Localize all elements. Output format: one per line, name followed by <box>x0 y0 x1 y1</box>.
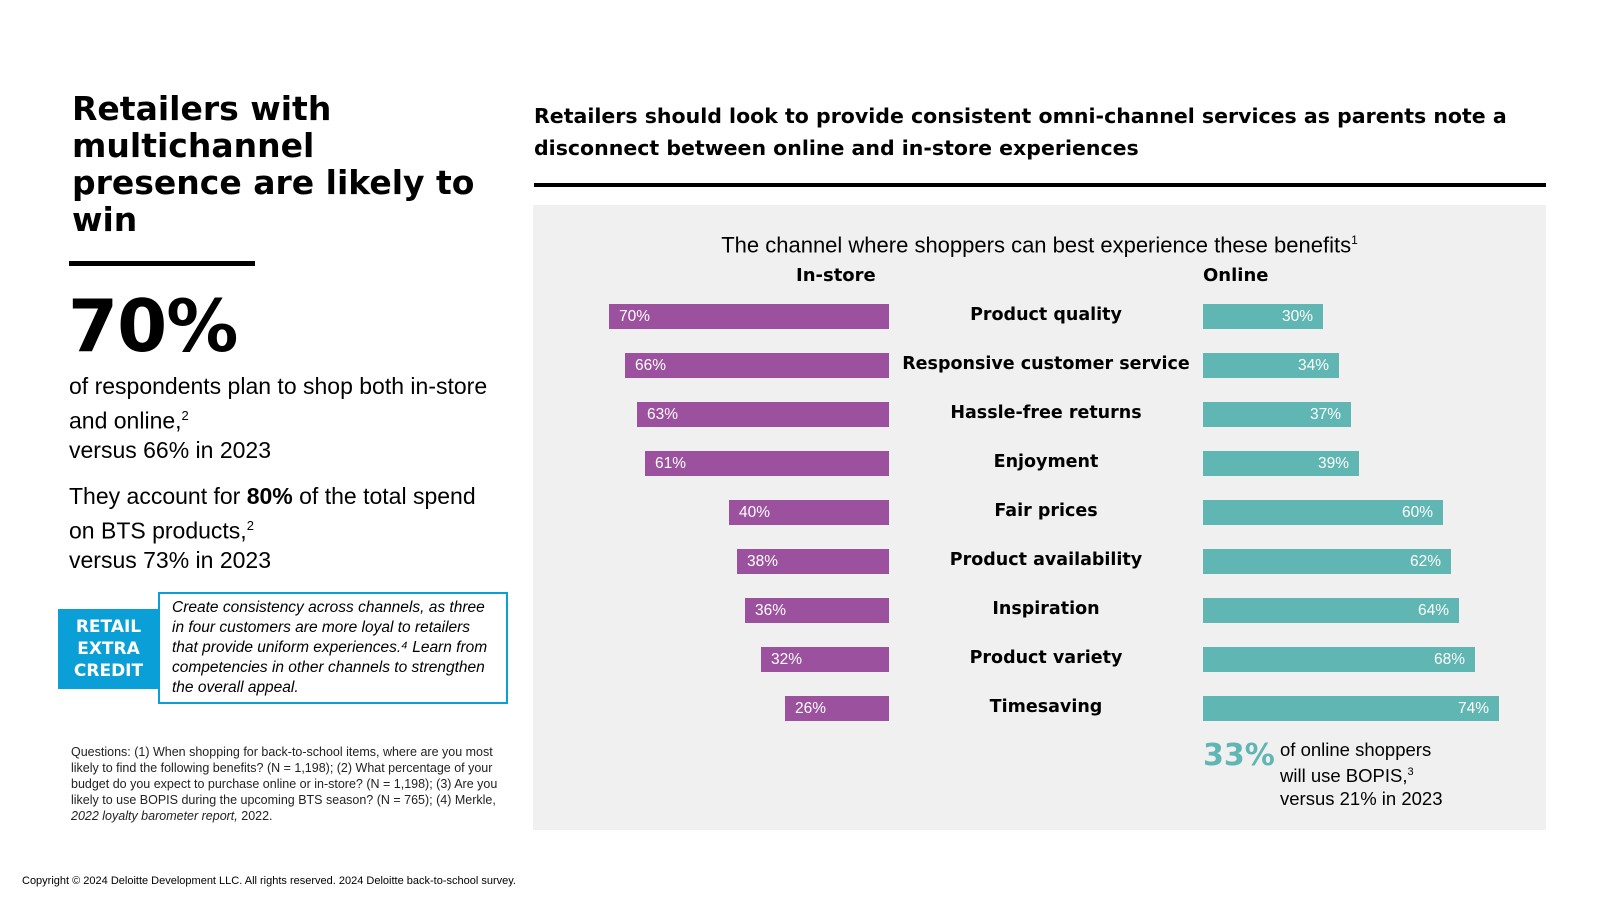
chart-title: The channel where shoppers can best expe… <box>533 226 1546 259</box>
retail-extra-credit-text: Create consistency across channels, as t… <box>158 592 508 704</box>
stat-footnote-ref: 2 <box>181 408 189 423</box>
credit-tag-line: RETAIL <box>75 617 142 637</box>
stat-description: of respondents plan to shop both in-stor… <box>69 372 489 465</box>
spend-suffix: of the total spend on BTS products, <box>69 483 476 544</box>
chart-panel <box>533 205 1546 830</box>
title-divider <box>69 261 255 266</box>
online-column-header: Online <box>1203 265 1269 286</box>
chart-title-text: The channel where shoppers can best expe… <box>721 232 1352 258</box>
footnote: Questions: (1) When shopping for back-to… <box>71 744 501 824</box>
spend-compare: versus 73% in 2023 <box>69 546 272 573</box>
stat-compare: versus 66% in 2023 <box>69 436 272 463</box>
bopis-line: versus 21% in 2023 <box>1280 788 1443 810</box>
spend-prefix: They account for <box>69 483 247 509</box>
page-title: Retailers with multichannel presence are… <box>72 89 475 239</box>
spend-value: 80% <box>246 483 293 509</box>
chart-title-footnote-ref: 1 <box>1351 233 1358 247</box>
bopis-line: will use BOPIS, <box>1280 765 1408 787</box>
big-stat: 70% <box>68 284 238 368</box>
footnote-main: Questions: (1) When shopping for back-to… <box>71 745 498 807</box>
bopis-line: of online shoppers <box>1280 739 1432 760</box>
spend-description: They account for 80% of the total spend … <box>69 482 489 575</box>
retail-extra-credit-tag: RETAIL EXTRA CREDIT <box>58 609 159 689</box>
instore-column-header: In-store <box>796 265 876 286</box>
bopis-description: of online shoppers will use BOPIS,3 vers… <box>1280 738 1540 810</box>
footnote-italic: 2022 loyalty barometer report, <box>71 809 238 823</box>
footnote-end: 2022. <box>237 809 273 823</box>
bopis-stat: 33% <box>1203 738 1275 773</box>
heading-divider <box>534 183 1546 187</box>
bopis-footnote-ref: 3 <box>1407 766 1414 778</box>
stat-text: of respondents plan to shop both in-stor… <box>69 373 488 434</box>
copyright: Copyright © 2024 Deloitte Development LL… <box>22 875 516 887</box>
spend-footnote-ref: 2 <box>246 518 254 533</box>
section-heading: Retailers should look to provide consist… <box>534 104 1507 160</box>
credit-tag-line: CREDIT <box>73 661 144 681</box>
credit-tag-line: EXTRA <box>77 639 140 659</box>
